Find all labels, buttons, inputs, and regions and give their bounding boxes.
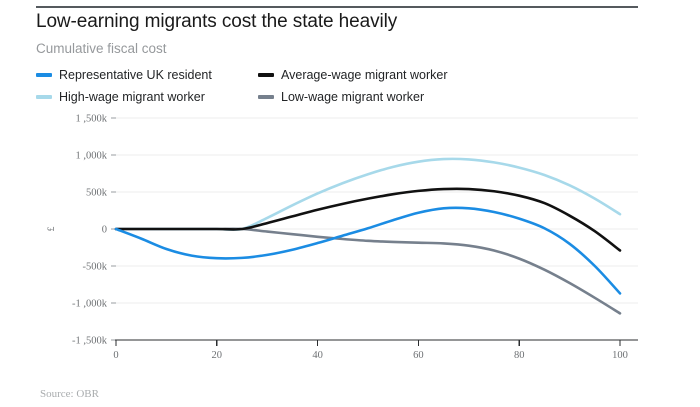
x-axis-tick-label: 80 <box>514 350 525 360</box>
x-axis-tick-label: 100 <box>612 350 628 360</box>
source-note: Source: OBR <box>40 388 99 400</box>
y-axis-tick-label: 1 ,500k <box>76 114 108 125</box>
x-axis-tick-label: 60 <box>413 350 424 360</box>
x-axis-tick-label: 20 <box>212 350 223 360</box>
header-divider <box>36 6 638 8</box>
legend-item-label: Representative UK resident <box>59 67 212 82</box>
x-axis: 0 20 40 60 80 100 <box>113 339 638 360</box>
y-axis-tick-label: 500k <box>86 188 108 199</box>
y-axis-title: £ <box>47 226 57 231</box>
page-title: Low-earning migrants cost the state heav… <box>36 11 398 32</box>
y-axis-tick-label: -1 ,500k <box>72 336 108 347</box>
chart-subtitle: Cumulative fiscal cost <box>36 41 167 56</box>
legend-item-low-wage-migrant-worker[interactable]: Low-wage migrant worker <box>258 87 480 106</box>
data-series-group <box>114 157 622 315</box>
plot-area: 1 ,500k 1 ,000k 500k 0 -500k -1 ,000k -1 ,500k… <box>0 110 700 360</box>
series-line <box>114 227 622 315</box>
legend-swatch-icon <box>258 94 274 99</box>
series-line <box>114 206 622 295</box>
x-axis-tick-label: 40 <box>312 350 323 360</box>
y-axis-tick-label: -500k <box>83 262 108 273</box>
y-axis-tick-label: 0 <box>102 225 107 236</box>
y-axis-tick-label: -1 ,000k <box>72 299 108 310</box>
legend-item-label: High-wage migrant worker <box>59 89 205 104</box>
legend-item-representative-uk-resident[interactable]: Representative UK resident <box>36 65 258 84</box>
legend-swatch-icon <box>36 72 52 77</box>
legend-item-average-wage-migrant-worker[interactable]: Average-wage migrant worker <box>258 65 480 84</box>
line-chart-svg: 1 ,500k 1 ,000k 500k 0 -500k -1 ,000k -1 ,500k… <box>47 114 638 360</box>
series-line <box>114 157 622 232</box>
x-axis-tick-label: 0 <box>113 350 118 360</box>
legend-item-label: Average-wage migrant worker <box>281 67 448 82</box>
chart-legend: Representative UK resident Average-wage … <box>36 65 516 109</box>
legend-item-high-wage-migrant-worker[interactable]: High-wage migrant worker <box>36 87 258 106</box>
legend-swatch-icon <box>36 94 52 99</box>
y-axis-ticks: 1 ,500k 1 ,000k 500k 0 -500k -1 ,000k -1 ,500k <box>72 114 116 347</box>
legend-item-label: Low-wage migrant worker <box>281 89 425 104</box>
y-axis-tick-label: 1 ,000k <box>76 151 108 162</box>
series-line <box>114 187 622 252</box>
legend-swatch-icon <box>258 72 274 77</box>
